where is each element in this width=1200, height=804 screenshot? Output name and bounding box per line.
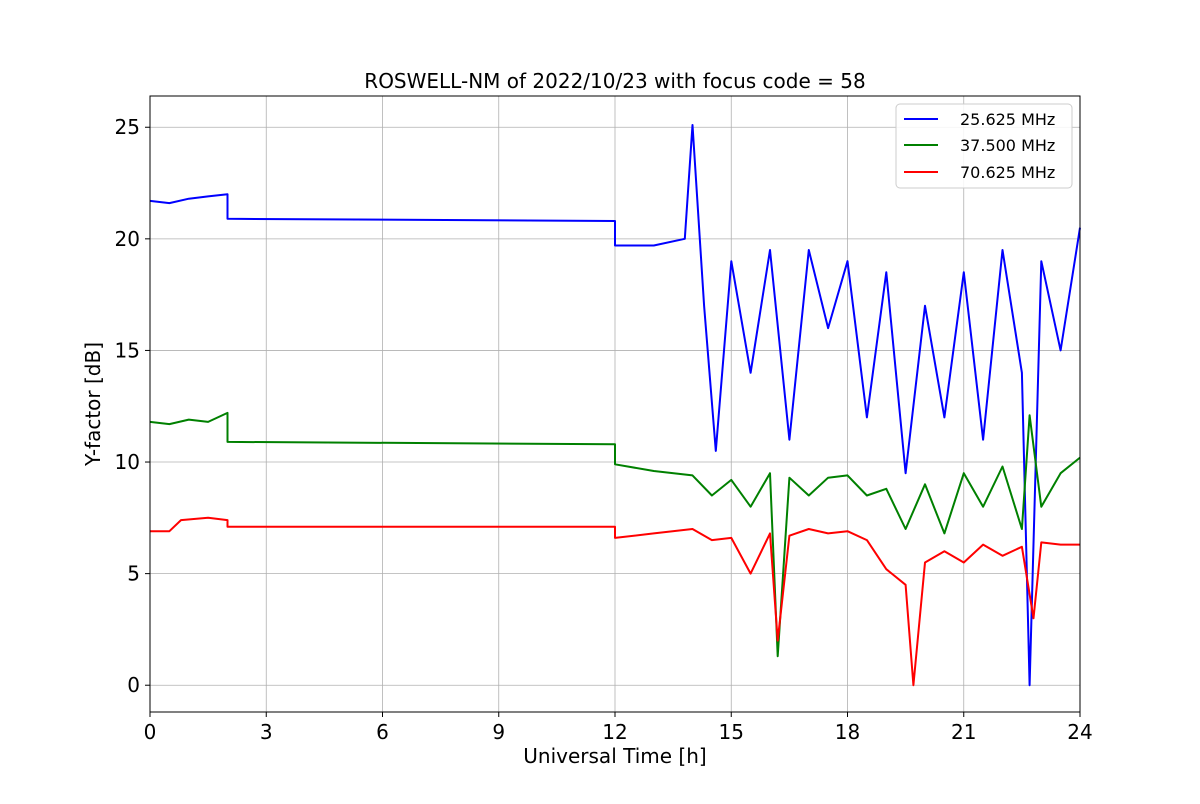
y-tick-label: 15 [115,338,140,362]
x-tick-label: 3 [260,720,273,744]
x-tick-label: 15 [719,720,744,744]
legend-label-70625: 70.625 MHz [960,163,1055,182]
y-axis-label: Y-factor [dB] [81,342,105,467]
y-tick-label: 25 [115,115,140,139]
axis-ticks: 0 3 6 9 12 15 18 21 24 0 5 10 15 20 25 [115,115,1093,744]
x-tick-label: 9 [492,720,505,744]
chart-title: ROSWELL-NM of 2022/10/23 with focus code… [364,69,865,93]
x-tick-label: 18 [835,720,860,744]
y-tick-label: 20 [115,227,140,251]
x-tick-label: 24 [1067,720,1092,744]
series-lines [149,124,1081,687]
legend-label-25625: 25.625 MHz [960,110,1055,129]
series-line-25-625-mhz [149,124,1081,687]
y-tick-label: 5 [127,562,140,586]
legend: 25.625 MHz 37.500 MHz 70.625 MHz [895,103,1073,189]
x-tick-label: 0 [144,720,157,744]
y-tick-label: 10 [115,450,140,474]
legend-box [895,103,1073,189]
y-tick-label: 0 [127,673,140,697]
x-tick-label: 21 [951,720,976,744]
legend-label-37500: 37.500 MHz [960,136,1055,155]
x-tick-label: 6 [376,720,389,744]
x-tick-label: 12 [602,720,627,744]
series-line-70-625-mhz [150,516,1080,687]
series-line-37-500-mhz [149,411,1081,658]
x-axis-label: Universal Time [h] [523,744,706,768]
